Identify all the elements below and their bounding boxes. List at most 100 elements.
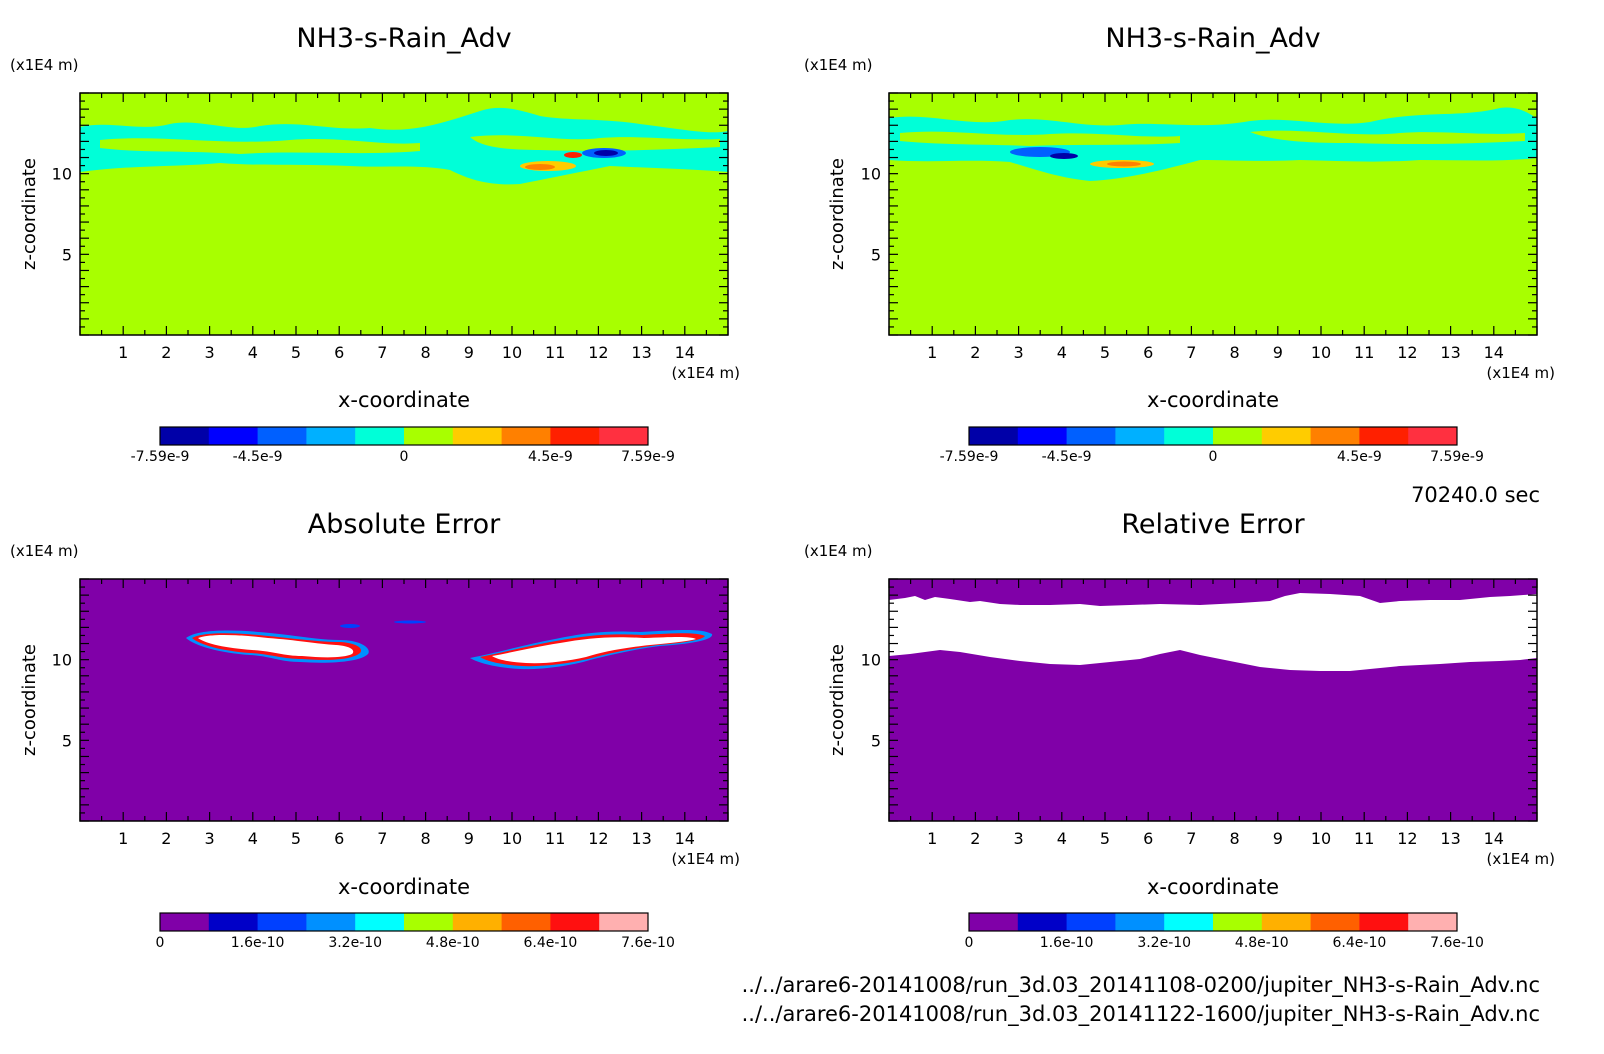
y-tick-labels: 5 10 bbox=[52, 165, 72, 265]
axis-ticks bbox=[79, 92, 729, 336]
colorbar-swatch bbox=[1359, 427, 1409, 445]
colorbar-frame bbox=[968, 912, 1458, 932]
field-positive-anomaly bbox=[525, 164, 555, 170]
colorbar-label: 1.6e-10 bbox=[231, 935, 285, 951]
y-axis-label: z-coordinate bbox=[827, 158, 848, 270]
y-axis-label: z-coordinate bbox=[827, 644, 848, 756]
colorbar-frame bbox=[159, 912, 649, 932]
colorbar-swatch bbox=[452, 427, 503, 445]
panel-title: NH3-s-Rain_Adv bbox=[296, 23, 511, 54]
panel-top-right: NH3-s-Rain_Adv (x1E4 m) 1 2 3 4 5 6 7 8 9 10 11 12 1… bbox=[804, 23, 1555, 465]
x-tick-label: 1 bbox=[927, 829, 937, 848]
colorbar-swatch bbox=[550, 427, 600, 445]
plot-area bbox=[889, 93, 1537, 335]
y-unit-label: (x1E4 m) bbox=[10, 56, 79, 74]
panel-title: NH3-s-Rain_Adv bbox=[1105, 23, 1320, 54]
y-tick-label: 10 bbox=[861, 165, 881, 184]
x-tick-label: 13 bbox=[1440, 829, 1460, 848]
x-tick-label: 2 bbox=[970, 829, 980, 848]
colorbar: 0 1.6e-10 3.2e-10 4.8e-10 6.4e-10 7.6e-10 bbox=[156, 912, 675, 951]
x-tick-label: 6 bbox=[1143, 829, 1153, 848]
x-tick-label: 7 bbox=[1186, 343, 1196, 362]
colorbar-frame bbox=[159, 426, 649, 446]
panel-top-left: NH3-s-Rain_Adv (x1E4 m) 1 2 3 4 5 6 7 8 9 10 11 12 1… bbox=[10, 23, 740, 465]
x-tick-label: 2 bbox=[161, 343, 171, 362]
field-background bbox=[80, 579, 728, 821]
colorbar-label: 6.4e-10 bbox=[1333, 935, 1387, 951]
y-tick-labels: 5 10 bbox=[52, 651, 72, 751]
x-tick-label: 10 bbox=[502, 343, 522, 362]
x-tick-label: 2 bbox=[970, 343, 980, 362]
colorbar-label: -7.59e-9 bbox=[940, 449, 999, 465]
field-band bbox=[889, 107, 1537, 181]
file-path-2: ../../arare6-20141008/run_3d.03_20141122… bbox=[742, 1002, 1540, 1027]
colorbar-swatch bbox=[1066, 913, 1116, 931]
y-tick-labels: 5 10 bbox=[861, 651, 881, 751]
x-tick-label: 8 bbox=[421, 343, 431, 362]
colorbar-swatch bbox=[257, 427, 307, 445]
field-positive-anomaly bbox=[1107, 161, 1141, 167]
colorbar-swatch bbox=[1261, 913, 1312, 931]
colorbar-swatch bbox=[1310, 427, 1360, 445]
x-tick-label: 14 bbox=[675, 343, 695, 362]
colorbar-label: 3.2e-10 bbox=[1137, 935, 1191, 951]
y-tick-label: 5 bbox=[62, 731, 72, 750]
x-axis-label: x-coordinate bbox=[338, 388, 470, 412]
x-tick-labels: 1 2 3 4 5 6 7 8 9 10 11 12 13 14 bbox=[927, 343, 1504, 362]
error-blob bbox=[198, 634, 354, 658]
x-tick-label: 6 bbox=[1143, 343, 1153, 362]
field-band-detail bbox=[900, 131, 1180, 146]
colorbar-label: 0 bbox=[156, 935, 165, 951]
y-tick-label: 5 bbox=[871, 731, 881, 750]
y-unit-label: (x1E4 m) bbox=[10, 542, 79, 560]
colorbar-frame bbox=[968, 426, 1458, 446]
colorbar-swatch bbox=[306, 427, 356, 445]
error-speck bbox=[394, 620, 426, 624]
colorbar-swatch bbox=[969, 427, 1019, 445]
y-tick-label: 10 bbox=[52, 651, 72, 670]
colorbar-label: 7.6e-10 bbox=[1430, 935, 1484, 951]
colorbar-swatch bbox=[306, 913, 356, 931]
x-tick-label: 9 bbox=[1273, 343, 1283, 362]
x-tick-label: 9 bbox=[464, 829, 474, 848]
colorbar-swatch bbox=[501, 427, 551, 445]
colorbar-swatch bbox=[1310, 913, 1360, 931]
x-tick-label: 11 bbox=[1354, 829, 1374, 848]
colorbar-label: 4.5e-9 bbox=[528, 449, 573, 465]
colorbar-swatch bbox=[1408, 427, 1458, 445]
colorbar-swatch bbox=[355, 427, 405, 445]
colorbar-swatch bbox=[1066, 427, 1116, 445]
colorbar-label: 7.59e-9 bbox=[621, 449, 675, 465]
colorbar-label: 0 bbox=[400, 449, 409, 465]
colorbar-swatch bbox=[208, 427, 259, 445]
colorbar-swatch bbox=[969, 913, 1019, 931]
x-tick-label: 5 bbox=[291, 343, 301, 362]
y-tick-label: 10 bbox=[861, 651, 881, 670]
y-axis-label: z-coordinate bbox=[19, 158, 40, 270]
colorbar: -7.59e-9 -4.5e-9 0 4.5e-9 7.59e-9 bbox=[131, 426, 675, 465]
axis-ticks bbox=[888, 92, 1538, 336]
x-tick-label: 6 bbox=[334, 343, 344, 362]
x-tick-label: 5 bbox=[1100, 343, 1110, 362]
x-tick-label: 10 bbox=[1311, 829, 1331, 848]
x-tick-label: 11 bbox=[1354, 343, 1374, 362]
x-tick-label: 8 bbox=[421, 829, 431, 848]
colorbar-label: -7.59e-9 bbox=[131, 449, 190, 465]
y-tick-label: 5 bbox=[871, 245, 881, 264]
y-axis-label: z-coordinate bbox=[19, 644, 40, 756]
x-tick-label: 7 bbox=[1186, 829, 1196, 848]
x-tick-label: 13 bbox=[1440, 343, 1460, 362]
colorbar-swatch bbox=[599, 913, 649, 931]
plot-area bbox=[80, 93, 728, 335]
x-tick-label: 1 bbox=[118, 829, 128, 848]
x-axis-label: x-coordinate bbox=[1147, 388, 1279, 412]
y-unit-label: (x1E4 m) bbox=[804, 542, 873, 560]
y-tick-label: 5 bbox=[62, 245, 72, 264]
colorbar-label: 1.6e-10 bbox=[1040, 935, 1094, 951]
x-axis-label: x-coordinate bbox=[1147, 875, 1279, 899]
x-tick-label: 5 bbox=[291, 829, 301, 848]
colorbar-swatch bbox=[160, 427, 210, 445]
colorbar-swatch bbox=[1261, 427, 1312, 445]
colorbar-swatch bbox=[208, 913, 259, 931]
